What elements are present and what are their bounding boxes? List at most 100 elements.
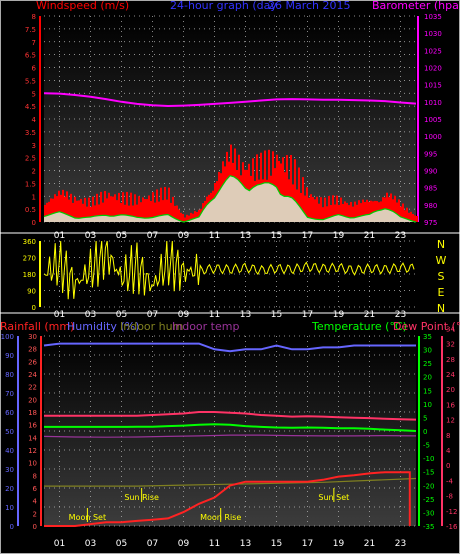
wind-gust-bar [282, 157, 284, 222]
windspeed-tick-label: 2.5 [25, 155, 36, 163]
wind-gust-bar [150, 201, 152, 222]
wind-gust-bar [280, 163, 282, 222]
dewpoint-line [44, 411, 417, 421]
wind-gust-bar [410, 211, 412, 222]
x-tick-label: 05 [116, 310, 127, 320]
wind-gust-bar [352, 206, 354, 222]
x-tick-label: 15 [271, 231, 282, 241]
humidity-line [43, 342, 416, 353]
x-tick-label: 13 [240, 310, 251, 320]
wind-gust-bar [130, 192, 132, 222]
wind-gust-bar [400, 206, 402, 222]
x-tick-label: 19 [333, 310, 345, 320]
compass-label: S [438, 270, 445, 283]
humidity-tick-label: 60 [5, 409, 14, 417]
x-tick-label: 15 [271, 539, 282, 549]
wind-gust-bar [112, 196, 114, 222]
wind-gust-bar [290, 155, 292, 222]
wind-gust-bar [178, 209, 180, 222]
wind-gust-bar [402, 203, 404, 222]
x-tick-label: 15 [271, 310, 282, 320]
direction-tick-label: 0 [32, 304, 36, 312]
wind-gust-bar [58, 190, 60, 222]
wind-gust-bar [152, 192, 154, 222]
tick-labels: 0 0.5 1 1.5 2 2.5 3 3.5 4 4.5 5 5.5 6 6.5 7 7.5 8 975 980 9… [1, 13, 458, 549]
wind-gust-bar [358, 200, 360, 222]
windspeed-tick-label: 3.5 [25, 129, 36, 137]
rainfall-tick-label: 16 [28, 422, 37, 430]
dewpoint-tick-label: -16 [446, 523, 458, 531]
wind-gust-bar [102, 202, 104, 222]
wind-gust-bar [404, 210, 406, 222]
rainfall-tick-label: 2 [33, 510, 37, 518]
barometer-tick-label: 1030 [424, 30, 442, 38]
windspeed-tick-label: 6.5 [25, 52, 36, 60]
legend-dew-point: Dew Point (°C) [393, 320, 460, 333]
barometer-title: Barometer (hpa) [372, 0, 460, 12]
x-tick-label: 01 [54, 231, 65, 241]
wind-gust-bar [92, 196, 94, 222]
indoor-temp-line [43, 434, 417, 438]
wind-gust-bar [144, 199, 146, 222]
wind-gust-bar [66, 191, 68, 222]
wind-gust-bar [336, 195, 338, 222]
wind-gust-bar [306, 187, 308, 222]
wind-gust-bar [390, 193, 392, 222]
wind-gust-bar [156, 189, 158, 222]
wind-gust-bar [168, 187, 170, 222]
wind-gust-bar [326, 206, 328, 222]
wind-gust-bar [110, 196, 112, 222]
humidity-tick-label: 10 [5, 504, 14, 512]
wind-gust-bar [330, 205, 332, 222]
wind-gust-bar [322, 207, 324, 222]
wind-gust-bar [194, 211, 196, 222]
rainfall-tick-label: 18 [28, 409, 37, 417]
wind-gust-bar [348, 205, 350, 222]
legend-indoor-temp: Indoor temp [172, 320, 239, 333]
wind-gust-bar [190, 212, 192, 222]
temperature-tick-label: -15 [423, 469, 434, 477]
wind-gust-bar [324, 197, 326, 222]
wind-gust-bar [184, 217, 186, 222]
windspeed-tick-label: 4.5 [25, 103, 36, 111]
wind-gust-bar [84, 197, 86, 222]
dewpoint-tick-label: 4 [446, 447, 451, 455]
wind-gust-bar [136, 204, 138, 222]
barometer-tick-label: 975 [424, 219, 437, 227]
wind-gust-bar [356, 204, 358, 222]
wind-gust-bar [398, 199, 400, 222]
rainfall-tick-label: 14 [28, 434, 37, 442]
x-tick-label: 11 [209, 539, 220, 549]
x-tick-label: 21 [364, 310, 375, 320]
wind-gust-bar [312, 197, 314, 222]
temperature-tick-label: 15 [423, 387, 432, 395]
wind-gust-bar [408, 212, 410, 222]
wind-gust-bar [76, 200, 78, 222]
direction-tick-label: 270 [23, 255, 36, 263]
wind-gust-bar [120, 203, 122, 222]
windspeed-tick-label: 2 [32, 168, 36, 176]
wind-gust-bar [414, 215, 416, 222]
x-tick-label: 05 [116, 231, 127, 241]
temperature-tick-label: 0 [423, 428, 427, 436]
rainfall-tick-label: 26 [28, 358, 37, 366]
dewpoint-tick-label: 0 [446, 462, 450, 470]
rainfall-tick-label: 12 [28, 447, 37, 455]
wind-gust-bar [166, 199, 168, 222]
dewpoint-tick-label: 28 [446, 356, 455, 364]
wind-gust-bar [160, 187, 162, 222]
wind-gust-bar [122, 192, 124, 222]
wind-gust-bar [170, 202, 172, 222]
x-tick-label: 23 [395, 231, 406, 241]
windspeed-tick-label: 1.5 [25, 180, 36, 188]
windspeed-tick-label: 5.5 [25, 77, 36, 85]
x-tick-label: 03 [85, 539, 96, 549]
direction-tick-label: 90 [27, 288, 36, 296]
barometer-line [43, 92, 417, 108]
wind-gust-bar [100, 191, 102, 222]
graph-title: 24-hour graph (day [170, 0, 277, 12]
rainfall-line [44, 471, 411, 527]
humidity-tick-label: 0 [10, 523, 14, 531]
wind-gust-bar [88, 197, 90, 222]
wind-gust-bar [406, 207, 408, 222]
